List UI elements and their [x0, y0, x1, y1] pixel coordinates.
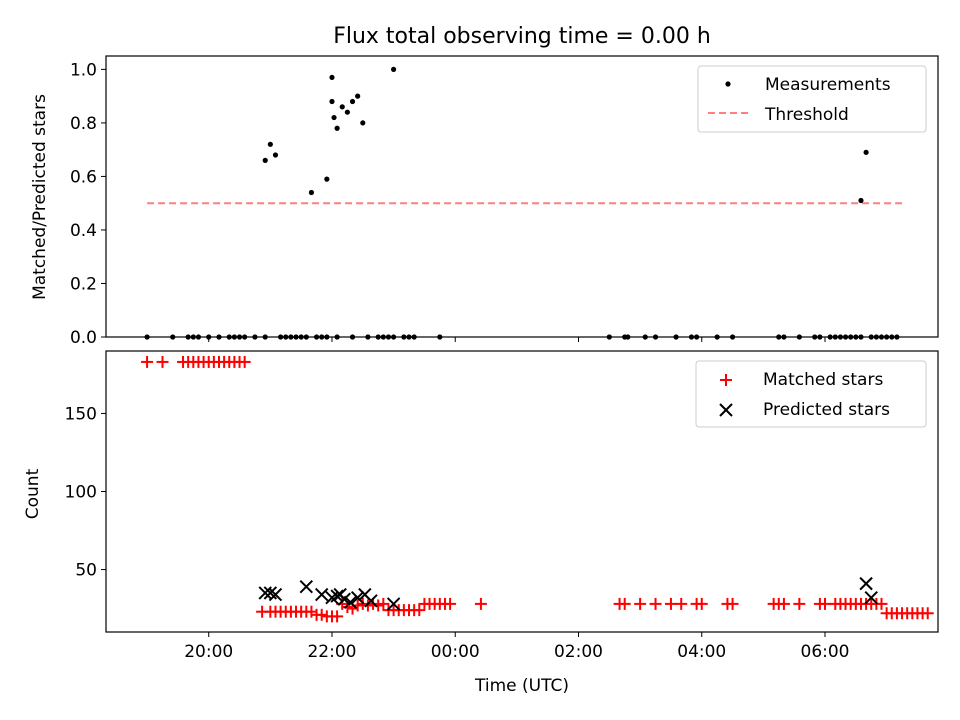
- bottom-legend-matched-label: Matched stars: [763, 370, 883, 390]
- top-legend-measurements-label: Measurements: [765, 75, 891, 95]
- bottom-points-layer: [141, 355, 934, 623]
- matched-star-marker: [875, 597, 888, 610]
- bottom-x-tick-label: 22:00: [307, 642, 356, 662]
- bottom-y-tick-label: 150: [65, 404, 97, 424]
- matched-star-marker: [444, 597, 457, 610]
- predicted-star-marker: [364, 594, 378, 608]
- matched-star-marker: [695, 597, 708, 610]
- figure-title: Flux total observing time = 0.00 h: [333, 24, 711, 49]
- matched-star-marker: [377, 597, 390, 610]
- top-legend: Measurements Threshold: [697, 65, 927, 133]
- predicted-star-marker: [350, 590, 365, 605]
- matched-star-marker: [664, 597, 677, 610]
- top-legend-measurements-marker: [725, 81, 731, 87]
- top-y-tick-label: 0.4: [70, 221, 97, 241]
- measurement-point: [329, 98, 335, 105]
- top-y-tick-label: 0.6: [70, 167, 97, 187]
- bottom-x-axis-label: Time (UTC): [474, 676, 569, 696]
- predicted-star-marker: [330, 589, 344, 603]
- measurement-point: [272, 152, 279, 158]
- bottom-x-tick-label: 06:00: [801, 642, 850, 662]
- matched-star-marker: [413, 604, 426, 617]
- predicted-star-marker: [299, 580, 314, 594]
- matched-star-marker: [649, 597, 662, 610]
- top-legend-threshold-label: Threshold: [764, 105, 849, 125]
- measurement-point: [360, 120, 366, 126]
- top-y-tick-label: 1.0: [70, 60, 97, 80]
- measurement-point: [262, 157, 268, 163]
- predicted-star-marker: [314, 587, 329, 602]
- matched-star-marker: [726, 597, 739, 610]
- matched-star-marker: [331, 610, 344, 623]
- top-y-tick-label: 0.8: [70, 114, 97, 134]
- top-y-axis-label: Matched/Predicted stars: [30, 94, 50, 300]
- bottom-x-tick-label: 20:00: [184, 642, 233, 662]
- bottom-axes: 50 100 150 20:00 22:00 00:00 02:00 04:00 06:00 C…: [23, 350, 939, 696]
- matched-star-marker: [777, 597, 790, 610]
- measurement-point: [324, 176, 330, 182]
- measurement-point: [355, 93, 361, 99]
- measurement-point: [329, 74, 335, 81]
- bottom-y-axis-label: Count: [23, 468, 43, 519]
- measurement-point: [339, 104, 345, 110]
- bottom-y-tick-label: 50: [75, 561, 97, 581]
- bottom-x-tick-label: 00:00: [431, 642, 480, 662]
- bottom-x-tick-label: 02:00: [554, 642, 603, 662]
- measurement-point: [308, 189, 315, 196]
- matched-star-marker: [315, 608, 328, 621]
- bottom-legend-predicted-marker: [719, 403, 733, 417]
- measurement-point: [391, 66, 397, 72]
- predicted-star-marker: [386, 597, 401, 611]
- measurement-point: [863, 149, 869, 155]
- bottom-legend-predicted-label: Predicted stars: [763, 400, 890, 420]
- measurement-point: [267, 141, 273, 147]
- top-axes-frame: [105, 55, 939, 338]
- top-y-tick-label: 0.0: [70, 328, 97, 348]
- top-axes: 0.0 0.2 0.4 0.6 0.8 1.0 Matched/Predicted sta…: [30, 55, 939, 348]
- matched-star-marker: [474, 597, 487, 610]
- measurement-point: [334, 125, 340, 131]
- matched-star-marker: [819, 597, 832, 610]
- measurement-point: [331, 114, 337, 121]
- measurement-point: [344, 109, 350, 115]
- top-ticks-layer: 0.0 0.2 0.4 0.6 0.8 1.0: [70, 60, 826, 348]
- matched-star-marker: [141, 355, 154, 368]
- matched-star-marker: [372, 599, 385, 612]
- matched-star-marker: [156, 355, 169, 368]
- predicted-star-marker: [859, 576, 873, 591]
- predicted-star-marker: [268, 587, 283, 602]
- bottom-y-tick-label: 100: [65, 483, 97, 503]
- predicted-star-marker: [864, 590, 878, 605]
- bottom-x-tick-label: 04:00: [677, 642, 726, 662]
- bottom-legend-box: [695, 360, 927, 428]
- matched-star-marker: [675, 597, 688, 610]
- bottom-legend: Matched stars Predicted stars: [695, 360, 927, 428]
- measurement-point: [858, 197, 864, 204]
- bottom-axes-frame: [105, 350, 939, 633]
- top-legend-box: [697, 65, 927, 133]
- matched-star-marker: [793, 597, 806, 610]
- matched-star-marker: [238, 355, 251, 368]
- predicted-star-marker: [343, 595, 358, 610]
- matched-star-marker: [618, 597, 631, 610]
- top-y-tick-label: 0.2: [70, 274, 97, 294]
- bottom-ticks-layer: 50 100 150 20:00 22:00 00:00 02:00 04:00 06:00: [65, 404, 850, 662]
- matched-star-marker: [634, 597, 647, 610]
- bottom-legend-matched-marker: [720, 374, 732, 386]
- matched-star-marker: [361, 599, 374, 612]
- matched-star-marker: [921, 607, 934, 620]
- measurement-point: [349, 98, 356, 105]
